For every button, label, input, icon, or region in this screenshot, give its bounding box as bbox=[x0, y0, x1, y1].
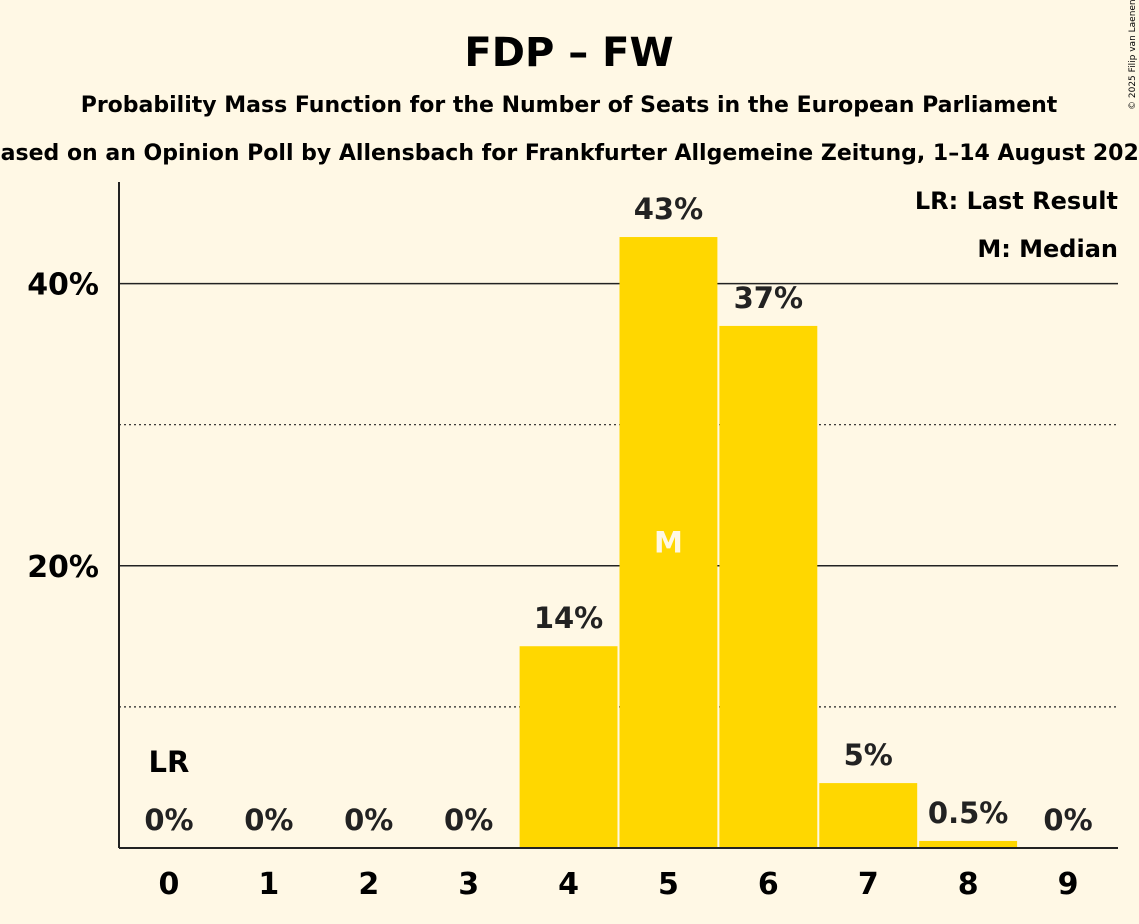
x-axis-ticks: 0 1 2 3 4 5 6 7 8 9 bbox=[159, 867, 1079, 902]
bar-seat-4 bbox=[519, 646, 618, 848]
median-marker: M bbox=[654, 526, 683, 560]
y-tick-label-1: 40% bbox=[27, 268, 99, 303]
value-label-2: 0% bbox=[344, 803, 393, 837]
x-tick-label-2: 2 bbox=[358, 867, 379, 902]
x-tick-label-5: 5 bbox=[658, 867, 679, 902]
copyright-notice: © 2025 Filip van Laenen bbox=[1128, 0, 1138, 110]
value-label-3: 0% bbox=[444, 803, 493, 837]
value-labels: 0% 0% 0% 0% 14% 43% 37% 5% 0.5% 0% bbox=[144, 192, 1092, 837]
value-label-9: 0% bbox=[1043, 803, 1092, 837]
bar-seat-8 bbox=[919, 840, 1018, 848]
gridlines bbox=[119, 282, 1118, 708]
x-tick-label-7: 7 bbox=[858, 867, 879, 902]
value-label-1: 0% bbox=[244, 803, 293, 837]
value-label-7: 5% bbox=[844, 738, 893, 772]
x-tick-label-1: 1 bbox=[258, 867, 279, 902]
value-label-0: 0% bbox=[144, 803, 193, 837]
bar-seat-6 bbox=[719, 325, 818, 849]
chart-title: FDP – FW bbox=[464, 30, 673, 76]
bar-seat-5 bbox=[619, 237, 718, 848]
x-tick-label-8: 8 bbox=[958, 867, 979, 902]
y-axis-ticks: 20% 40% bbox=[27, 268, 99, 585]
bars bbox=[519, 237, 1018, 849]
chart-subtitle: Probability Mass Function for the Number… bbox=[81, 93, 1058, 118]
value-label-4: 14% bbox=[534, 601, 603, 635]
markers: LR M bbox=[149, 526, 683, 779]
value-label-8: 0.5% bbox=[928, 796, 1008, 830]
legend-last-result: LR: Last Result bbox=[915, 187, 1118, 215]
value-label-6: 37% bbox=[734, 281, 803, 315]
x-tick-label-0: 0 bbox=[159, 867, 180, 902]
value-label-5: 43% bbox=[634, 192, 703, 226]
chart-subtitle-poll: Based on an Opinion Poll by Allensbach f… bbox=[0, 141, 1139, 166]
x-tick-label-9: 9 bbox=[1058, 867, 1079, 902]
x-tick-label-4: 4 bbox=[558, 867, 579, 902]
y-tick-label-0: 20% bbox=[27, 550, 99, 585]
last-result-marker: LR bbox=[149, 745, 190, 779]
legend-median: M: Median bbox=[977, 235, 1118, 263]
x-tick-label-3: 3 bbox=[458, 867, 479, 902]
bar-seat-7 bbox=[819, 783, 918, 848]
x-tick-label-6: 6 bbox=[758, 867, 779, 902]
